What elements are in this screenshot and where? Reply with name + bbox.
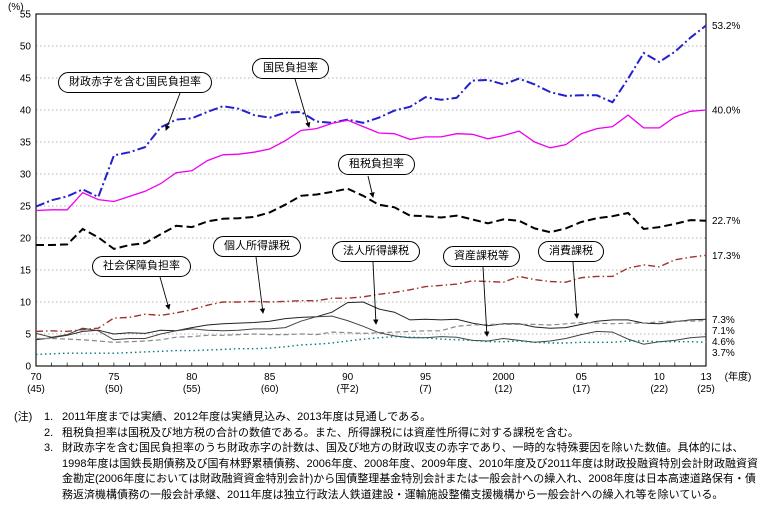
callout-social-security-burden: 社会保障負担率 (92, 256, 191, 277)
burden-rate-chart-area: 0 5 10 15 20 25 30 35 40 45 50 55 (%) 70 (45) 75 (50) 80(… (8, 2, 752, 395)
callout-label: 個人所得課税 (224, 240, 290, 252)
note-item: 3. 財政赤字を含む国民負担率のうち財政赤字の計数は、国及び地方の財政収支の赤字… (14, 441, 764, 503)
svg-text:85: 85 (264, 372, 276, 383)
callout-asset-tax: 資産課税等 (443, 246, 520, 267)
note-text: 財政赤字を含む国民負担率のうち財政赤字の計数は、国及び地方の財政収支の赤字であり… (62, 442, 759, 502)
svg-text:40: 40 (20, 106, 32, 117)
svg-text:(60): (60) (261, 384, 279, 395)
svg-text:15: 15 (20, 266, 32, 277)
svg-text:10: 10 (20, 298, 32, 309)
svg-text:(55): (55) (183, 384, 201, 395)
callout-label: 法人所得課税 (343, 245, 409, 257)
callout-national-burden: 国民負担率 (252, 58, 329, 79)
svg-text:5: 5 (25, 330, 31, 341)
svg-text:7.1%: 7.1% (712, 326, 735, 337)
note-item: 2. 租税負担率は国税及び地方税の合計の数値である。また、所得課税には資産性所得… (14, 426, 764, 442)
svg-text:7.3%: 7.3% (712, 315, 735, 326)
svg-text:(22): (22) (650, 384, 668, 395)
callout-label: 社会保障負担率 (103, 260, 180, 272)
callout-personal-income-tax: 個人所得課税 (213, 236, 301, 257)
svg-text:90: 90 (342, 372, 354, 383)
svg-text:(45): (45) (27, 384, 45, 395)
svg-text:50: 50 (20, 42, 32, 53)
svg-text:2000: 2000 (492, 372, 515, 383)
svg-text:10: 10 (654, 372, 666, 383)
note-number: 1. (44, 411, 54, 423)
callout-label: 租税負担率 (349, 158, 404, 170)
svg-text:95: 95 (420, 372, 432, 383)
note-number: 2. (44, 426, 54, 439)
line-chart: 0510152025303540455055(%)70(45)75(50)80(… (8, 2, 752, 395)
svg-text:17.3%: 17.3% (712, 251, 740, 262)
svg-text:3.7%: 3.7% (712, 348, 735, 359)
svg-text:40.0%: 40.0% (712, 106, 740, 117)
note-text: 租税負担率は国税及び地方税の合計の数値である。また、所得課税には資産性所得に対す… (62, 426, 579, 439)
svg-text:20: 20 (20, 234, 32, 245)
svg-text:05: 05 (576, 372, 588, 383)
svg-text:(平2): (平2) (337, 384, 359, 395)
svg-text:13: 13 (700, 372, 712, 383)
svg-text:(7): (7) (419, 384, 431, 395)
callout-tax-burden: 租税負担率 (338, 154, 415, 175)
svg-text:70: 70 (30, 372, 42, 383)
callout-label: 資産課税等 (454, 250, 509, 262)
svg-text:(12): (12) (495, 384, 513, 395)
svg-text:30: 30 (20, 170, 32, 181)
svg-text:22.7%: 22.7% (712, 216, 740, 227)
svg-text:53.2%: 53.2% (712, 21, 740, 32)
svg-text:(50): (50) (105, 384, 123, 395)
callout-label: 国民負担率 (263, 62, 318, 74)
svg-text:55: 55 (20, 10, 32, 21)
svg-text:80: 80 (186, 372, 198, 383)
svg-text:(%): (%) (8, 2, 24, 13)
svg-text:25: 25 (20, 202, 32, 213)
svg-text:(17): (17) (572, 384, 590, 395)
note-text: 2011年度までは実績、2012年度は実績見込み、2013年度は見通しである。 (62, 411, 432, 423)
callout-consumption-tax: 消費課税 (538, 241, 604, 262)
svg-text:35: 35 (20, 138, 32, 149)
svg-text:75: 75 (108, 372, 120, 383)
callout-label: 財政赤字を含む国民負担率 (69, 76, 201, 88)
svg-text:(年度): (年度) (725, 370, 752, 383)
svg-text:0: 0 (25, 362, 31, 373)
callout-corporate-income-tax: 法人所得課税 (332, 241, 420, 262)
note-prefix: (注) (14, 411, 33, 423)
footnotes: (注) 1. 2011年度までは実績、2012年度は実績見込み、2013年度は見… (0, 402, 774, 504)
callout-label: 消費課税 (549, 245, 593, 257)
svg-text:(25): (25) (697, 384, 715, 395)
svg-text:45: 45 (20, 74, 32, 85)
note-number: 3. (44, 442, 54, 455)
note-item: (注) 1. 2011年度までは実績、2012年度は実績見込み、2013年度は見… (14, 410, 764, 426)
callout-deficit-included-burden: 財政赤字を含む国民負担率 (58, 72, 212, 93)
svg-text:4.6%: 4.6% (712, 337, 735, 348)
